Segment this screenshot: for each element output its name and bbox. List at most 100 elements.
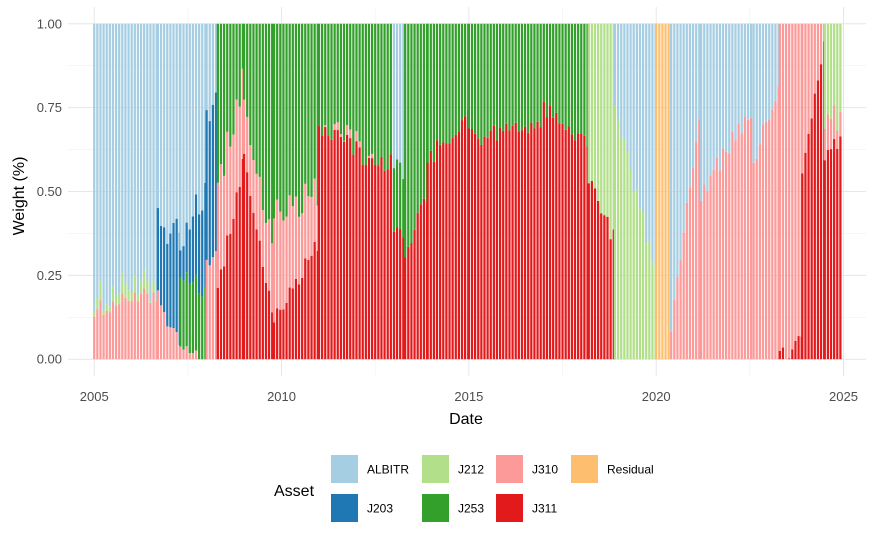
bar-segment-j203 — [182, 246, 185, 281]
bar-segment-j311 — [558, 123, 561, 360]
bar-segment-albitr — [651, 23, 654, 261]
bar-segment-j310 — [249, 145, 252, 196]
bar-segment-j310 — [172, 328, 175, 360]
bar-segment-j212 — [593, 23, 597, 189]
bar-segment-j310 — [685, 202, 688, 360]
bar-segment-j253 — [567, 23, 570, 127]
bar-segment-j253 — [229, 23, 232, 147]
bar-segment-j253 — [552, 23, 555, 118]
bar-segment-j311 — [386, 169, 389, 360]
bar-segment-j310 — [706, 191, 709, 360]
bar-segment-j311 — [813, 93, 816, 360]
bar-segment-j310 — [93, 316, 96, 360]
bar-segment-albitr — [632, 23, 635, 192]
bar-segment-j212 — [111, 286, 115, 302]
bar-segment-albitr — [641, 23, 645, 213]
bar-segment-j203 — [175, 218, 178, 333]
bar-segment-albitr — [613, 23, 617, 106]
bar-segment-j253 — [307, 23, 310, 197]
bar-segment-j310 — [226, 131, 229, 236]
bar-segment-j203 — [163, 227, 166, 313]
bar-segment-j310 — [777, 86, 780, 360]
bar-segment-j310 — [826, 114, 830, 150]
bar-segment-j310 — [146, 293, 149, 360]
bar-segment-albitr — [198, 23, 201, 215]
bar-segment-j311 — [480, 144, 483, 360]
bar-segment-j203 — [194, 194, 198, 275]
bar-segment-j253 — [374, 23, 377, 165]
bar-segment-albitr — [725, 23, 728, 152]
x-tick-label: 2025 — [829, 389, 858, 404]
bar-segment-albitr — [152, 23, 155, 282]
bar-segment-j253 — [370, 23, 374, 154]
bar-segment-j311 — [791, 349, 794, 360]
bar-segment-j203 — [172, 222, 175, 329]
bar-segment-j310 — [310, 196, 313, 256]
bar-segment-albitr — [166, 23, 169, 244]
bar-segment-j203 — [169, 233, 172, 328]
bar-segment-albitr — [645, 23, 648, 244]
bar-segment-j253 — [429, 23, 432, 151]
bar-segment-albitr — [201, 23, 204, 211]
bar-segment-j253 — [477, 23, 480, 139]
bar-segment-j212 — [155, 299, 158, 302]
bar-segment-j311 — [797, 336, 800, 360]
bar-segment-j253 — [416, 23, 419, 213]
bar-segment-j310 — [349, 129, 352, 139]
bar-segment-j311 — [407, 246, 410, 360]
bar-segment-j212 — [590, 23, 594, 182]
bar-segment-j310 — [136, 301, 140, 360]
bar-segment-j253 — [457, 23, 461, 132]
bar-segment-j310 — [242, 99, 246, 154]
bar-segment-j310 — [788, 23, 791, 359]
bar-segment-j212 — [651, 260, 654, 360]
bar-segment-j311 — [454, 134, 457, 360]
bar-segment-j311 — [520, 130, 524, 360]
bar-segment-j310 — [232, 134, 235, 219]
bar-segment-j310 — [208, 265, 211, 360]
bar-segment-j253 — [511, 23, 514, 126]
bar-segment-albitr — [755, 23, 758, 159]
bar-segment-j311 — [285, 302, 288, 360]
bar-segment-j310 — [752, 162, 755, 360]
bar-segment-j253 — [422, 23, 426, 199]
bar-segment-albitr — [127, 23, 130, 291]
bar-segment-j253 — [486, 23, 489, 138]
bar-segment-j310 — [114, 305, 118, 360]
bar-segment-j311 — [238, 186, 241, 360]
bar-segment-albitr — [108, 23, 111, 307]
bar-segment-j310 — [688, 187, 692, 360]
bar-segment-j253 — [451, 23, 454, 139]
bar-segment-j310 — [703, 184, 706, 360]
bar-segment-j310 — [143, 288, 146, 360]
bar-segment-j311 — [327, 135, 330, 360]
bar-segment-j311 — [297, 284, 301, 360]
bar-segment-albitr — [188, 23, 191, 230]
bar-segment-j311 — [590, 181, 594, 360]
legend-swatch-j203 — [331, 494, 358, 522]
bar-segment-j253 — [517, 23, 520, 133]
legend-title: Asset — [274, 483, 315, 500]
bar-segment-j253 — [586, 23, 589, 147]
bar-segment-j253 — [404, 23, 407, 258]
bar-segment-j310 — [252, 160, 255, 213]
bar-segment-j311 — [241, 158, 244, 360]
bar-segment-j253 — [454, 23, 457, 135]
bar-segment-j311 — [801, 173, 804, 360]
bar-segment-j253 — [216, 23, 219, 183]
bar-segment-j311 — [612, 229, 615, 360]
bar-segment-j212 — [645, 243, 648, 360]
bar-segment-j311 — [235, 192, 238, 360]
bar-segment-j310 — [768, 119, 771, 360]
bar-segment-j310 — [304, 183, 307, 259]
bar-segment-j311 — [502, 130, 505, 360]
bar-segment-j311 — [222, 266, 226, 360]
bar-segment-j310 — [282, 220, 285, 310]
bar-segment-j311 — [567, 126, 570, 360]
bar-segment-j310 — [794, 23, 797, 341]
bar-segment-j253 — [355, 23, 358, 132]
bar-segment-j310 — [816, 23, 820, 81]
bar-segment-j253 — [439, 23, 442, 145]
bar-segment-j212 — [833, 23, 836, 106]
bar-segment-j203 — [166, 243, 169, 327]
